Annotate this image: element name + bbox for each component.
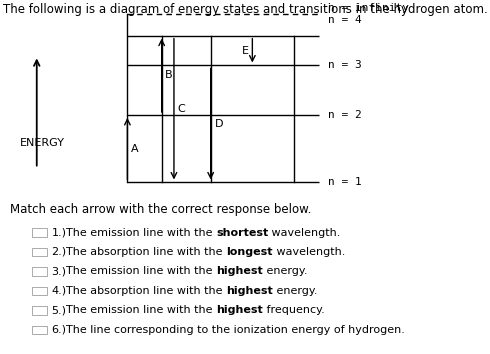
Text: The absorption line with the: The absorption line with the bbox=[66, 286, 226, 296]
Text: n = infinity: n = infinity bbox=[328, 3, 409, 13]
Bar bbox=[32, 228, 47, 237]
Text: wavelength.: wavelength. bbox=[272, 247, 345, 257]
Text: 2.): 2.) bbox=[51, 247, 67, 257]
Text: wavelength.: wavelength. bbox=[269, 228, 341, 238]
Text: highest: highest bbox=[216, 267, 263, 276]
Text: E: E bbox=[242, 46, 248, 56]
Text: 6.): 6.) bbox=[51, 325, 67, 335]
Text: The emission line with the: The emission line with the bbox=[66, 228, 216, 238]
Text: ENERGY: ENERGY bbox=[20, 138, 65, 148]
Text: energy.: energy. bbox=[273, 286, 318, 296]
Text: n = 3: n = 3 bbox=[328, 61, 362, 70]
Text: D: D bbox=[215, 119, 223, 129]
Text: The emission line with the: The emission line with the bbox=[66, 267, 216, 276]
Bar bbox=[32, 267, 47, 276]
Bar bbox=[32, 287, 47, 295]
Text: 3.): 3.) bbox=[51, 267, 67, 276]
Text: highest: highest bbox=[226, 286, 273, 296]
Bar bbox=[32, 326, 47, 334]
Text: C: C bbox=[178, 104, 186, 114]
Text: The following is a diagram of energy states and transitions in the hydrogen atom: The following is a diagram of energy sta… bbox=[2, 3, 488, 16]
Text: The line corresponding to the ionization energy of hydrogen.: The line corresponding to the ionization… bbox=[66, 325, 405, 335]
Bar bbox=[32, 306, 47, 315]
Text: n = 1: n = 1 bbox=[328, 177, 362, 187]
Text: longest: longest bbox=[226, 247, 272, 257]
Text: Match each arrow with the correct response below.: Match each arrow with the correct respon… bbox=[10, 203, 311, 216]
Text: The emission line with the: The emission line with the bbox=[66, 306, 216, 315]
Text: shortest: shortest bbox=[216, 228, 269, 238]
Bar bbox=[32, 248, 47, 256]
Text: 4.): 4.) bbox=[51, 286, 67, 296]
Text: B: B bbox=[165, 70, 173, 80]
Text: 5.): 5.) bbox=[51, 306, 67, 315]
Text: n = 2: n = 2 bbox=[328, 110, 362, 120]
Text: A: A bbox=[131, 144, 139, 154]
Text: n = 4: n = 4 bbox=[328, 15, 362, 25]
Text: highest: highest bbox=[216, 306, 263, 315]
Text: frequency.: frequency. bbox=[263, 306, 325, 315]
Text: energy.: energy. bbox=[263, 267, 307, 276]
Text: 1.): 1.) bbox=[51, 228, 67, 238]
Text: The absorption line with the: The absorption line with the bbox=[66, 247, 226, 257]
